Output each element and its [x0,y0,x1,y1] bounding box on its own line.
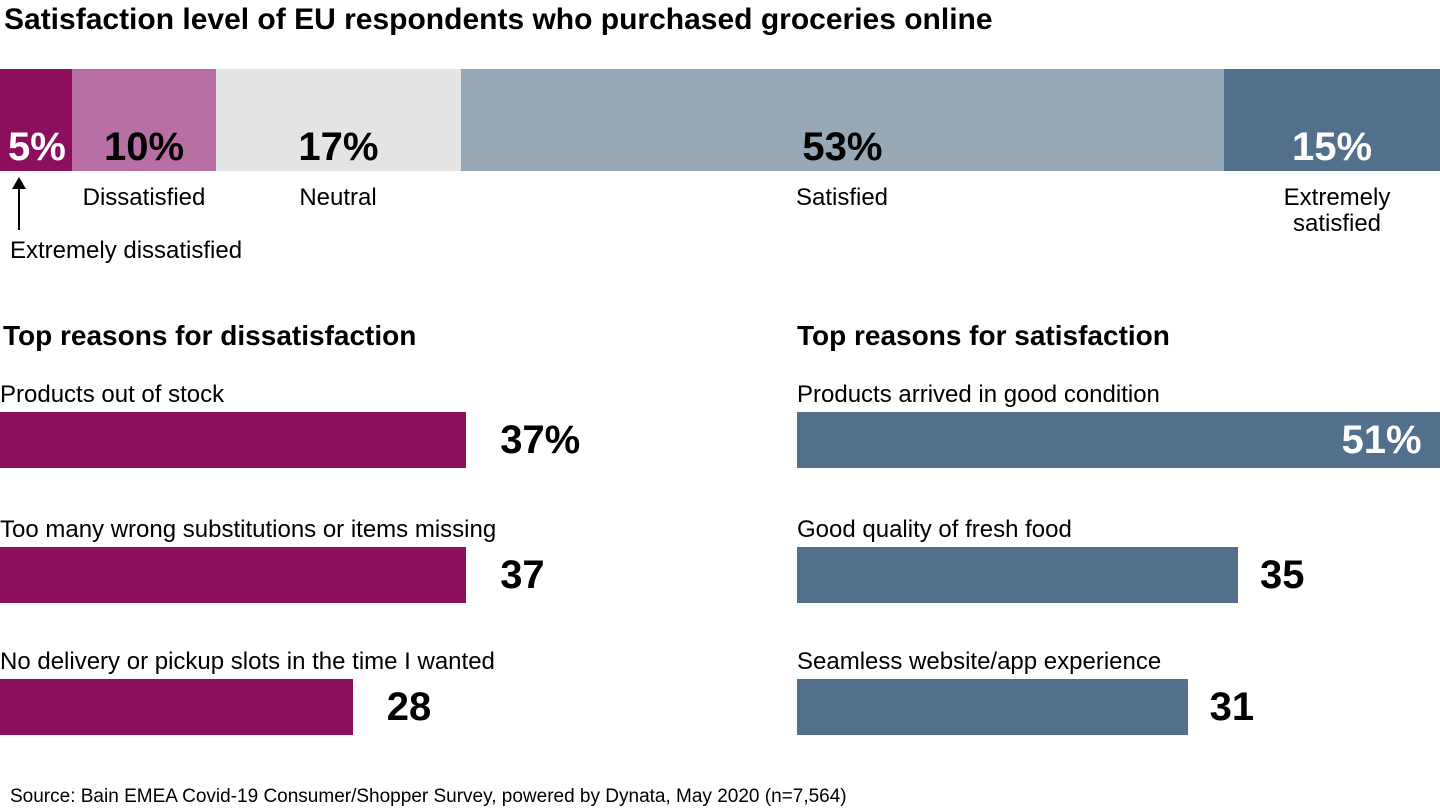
bar-label: Seamless website/app experience [797,648,1162,675]
bar-label: Good quality of fresh food [797,516,1072,543]
satisfaction-row-2: Good quality of fresh food 35 [797,516,1305,603]
dissatisfaction-section-title: Top reasons for dissatisfaction [3,320,417,351]
bar-label: Products arrived in good condition [797,381,1160,408]
bar-label: No delivery or pickup slots in the time … [0,648,495,675]
segment-satisfied: 53% [460,69,1224,171]
dissatisfaction-row-2: Too many wrong substitutions or items mi… [0,516,545,603]
bar-value-label: 31 [1209,685,1255,729]
dissatisfaction-row-1: Products out of stock 37% [0,381,580,468]
segment-value-label: 15% [1291,125,1373,169]
page-title: Satisfaction level of EU respondents who… [4,3,993,36]
bar-value-label: 28 [386,685,432,729]
satisfaction-stacked-bar: 5% 10% 17% 53% 15% [0,69,1440,171]
bar-value-label: 51% [1341,417,1422,462]
bar [0,679,353,735]
bar [797,679,1188,735]
segment-label-dissatisfied: Dissatisfied [82,184,206,211]
satisfaction-row-1: Products arrived in good condition 51% [797,381,1440,468]
bar [797,547,1238,603]
bar-value-label: 35 [1260,553,1305,597]
dissatisfaction-row-3: No delivery or pickup slots in the time … [0,648,495,735]
segment-value-label: 17% [298,125,379,169]
segment-value-label: 10% [103,125,185,169]
segment-label-extremely-dissatisfied: Extremely dissatisfied [10,237,243,264]
segment-label-neutral: Neutral [299,184,377,211]
callout-arrow-head-icon [12,177,26,189]
bar [0,547,467,603]
satisfaction-section-title: Top reasons for satisfaction [797,320,1170,351]
segment-label-satisfied: Satisfied [795,184,889,211]
segment-extremely-satisfied: 15% [1223,69,1440,171]
bar-value-label: 37% [500,418,581,462]
satisfaction-row-3: Seamless website/app experience 31 [797,648,1254,735]
bar-value-label: 37 [500,553,545,597]
bar [0,412,467,468]
segment-dissatisfied: 10% [72,69,216,171]
source-note: Source: Bain EMEA Covid-19 Consumer/Shop… [10,786,847,807]
bar-label: Products out of stock [0,381,225,408]
segment-value-label: 53% [802,125,883,169]
callout-arrow-line [18,188,20,230]
segment-value-label: 5% [8,125,66,169]
segment-label-extremely-satisfied: Extremely satisfied [1283,184,1391,237]
segment-extremely-dissatisfied: 5% [0,69,72,171]
bar: 51% [797,412,1440,468]
bar-label: Too many wrong substitutions or items mi… [0,516,497,543]
segment-neutral: 17% [216,69,461,171]
